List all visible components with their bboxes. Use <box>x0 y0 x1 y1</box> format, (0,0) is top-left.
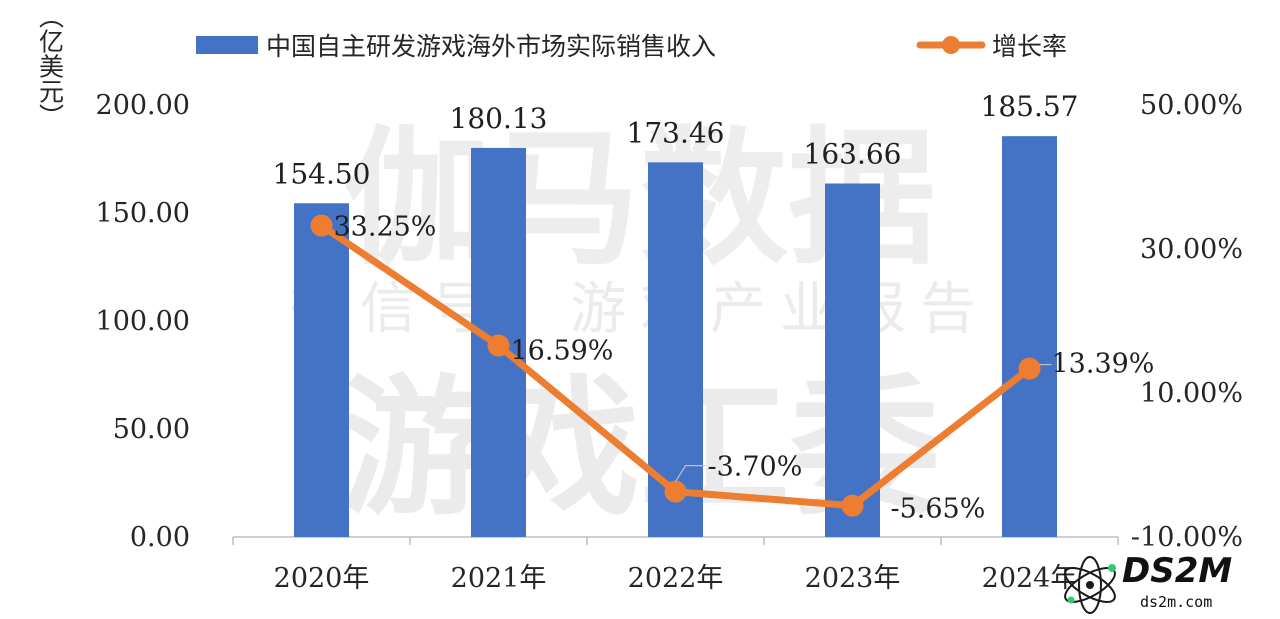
growth-point <box>310 214 333 237</box>
y-tick-label-right: 10.00% <box>1140 378 1243 409</box>
logo-wordmark: DS2M <box>1122 551 1232 591</box>
bar-value-labels: 154.50 180.13 173.46 163.66 185.57 <box>273 90 1079 190</box>
x-tick-label: 2024年 <box>982 563 1078 594</box>
line-value-labels: 33.25% 16.59% -3.70% -5.65% 13.39% <box>334 212 1155 525</box>
watermark-layer: 伽马数据 微信号：游戏产业报告 游戏工委 <box>290 113 990 536</box>
y-axis-left: 0.00 50.00 100.00 150.00 200.00 <box>96 90 190 553</box>
bar-value-label: 173.46 <box>627 116 725 149</box>
y-tick-label-left: 200.00 <box>96 90 190 121</box>
bar-value-label: 180.13 <box>450 102 548 135</box>
y-tick-label-right: 50.00% <box>1140 90 1243 121</box>
bar-series <box>294 136 1057 538</box>
logo-url: ds2m.com <box>1140 593 1212 611</box>
label-leader-line <box>674 465 706 482</box>
bar <box>1002 136 1057 537</box>
atom-icon <box>1064 556 1116 614</box>
y-tick-label-left: 0.00 <box>130 522 190 553</box>
legend-bar-swatch <box>196 36 258 54</box>
legend-line-label: 增长率 <box>992 32 1067 61</box>
y-tick-label-right: 30.00% <box>1140 234 1243 265</box>
bar-value-label: 163.66 <box>804 137 902 170</box>
bar-value-label: 185.57 <box>981 90 1079 123</box>
line-value-label: 16.59% <box>511 336 614 367</box>
line-value-label: -3.70% <box>708 452 803 483</box>
y-tick-label-left: 50.00 <box>113 414 190 445</box>
watermark-sub: 微信号：游戏产业报告 <box>290 277 990 342</box>
legend-line-marker <box>942 36 960 54</box>
growth-point <box>487 334 510 357</box>
line-value-label: 13.39% <box>1052 349 1155 380</box>
ds2m-logo: DS2M ds2m.com <box>1064 551 1232 614</box>
line-value-label: -5.65% <box>891 494 986 525</box>
x-tick-label: 2023年 <box>805 563 901 594</box>
growth-point <box>664 480 687 503</box>
x-axis: 2020年 2021年 2022年 2023年 2024年 <box>232 537 1119 594</box>
legend: 中国自主研发游戏海外市场实际销售收入 增长率 <box>196 32 1067 61</box>
y-axis-title: （亿美元） <box>36 4 65 129</box>
growth-point <box>841 494 864 517</box>
line-value-label: 33.25% <box>334 212 437 243</box>
bar-value-label: 154.50 <box>273 157 371 190</box>
y-tick-label-left: 100.00 <box>96 306 190 337</box>
x-tick-label: 2021年 <box>451 563 547 594</box>
y-axis-right: -10.00% 10.00% 30.00% 50.00% <box>1131 90 1243 553</box>
y-tick-label-right: -10.00% <box>1131 522 1243 553</box>
bar <box>294 203 349 537</box>
x-tick-label: 2020年 <box>274 563 370 594</box>
bar <box>825 183 880 538</box>
legend-bar-label: 中国自主研发游戏海外市场实际销售收入 <box>266 32 716 61</box>
x-tick-label: 2022年 <box>628 563 724 594</box>
growth-point <box>1018 357 1041 380</box>
line-series <box>310 214 1041 517</box>
y-tick-label-left: 150.00 <box>96 198 190 229</box>
